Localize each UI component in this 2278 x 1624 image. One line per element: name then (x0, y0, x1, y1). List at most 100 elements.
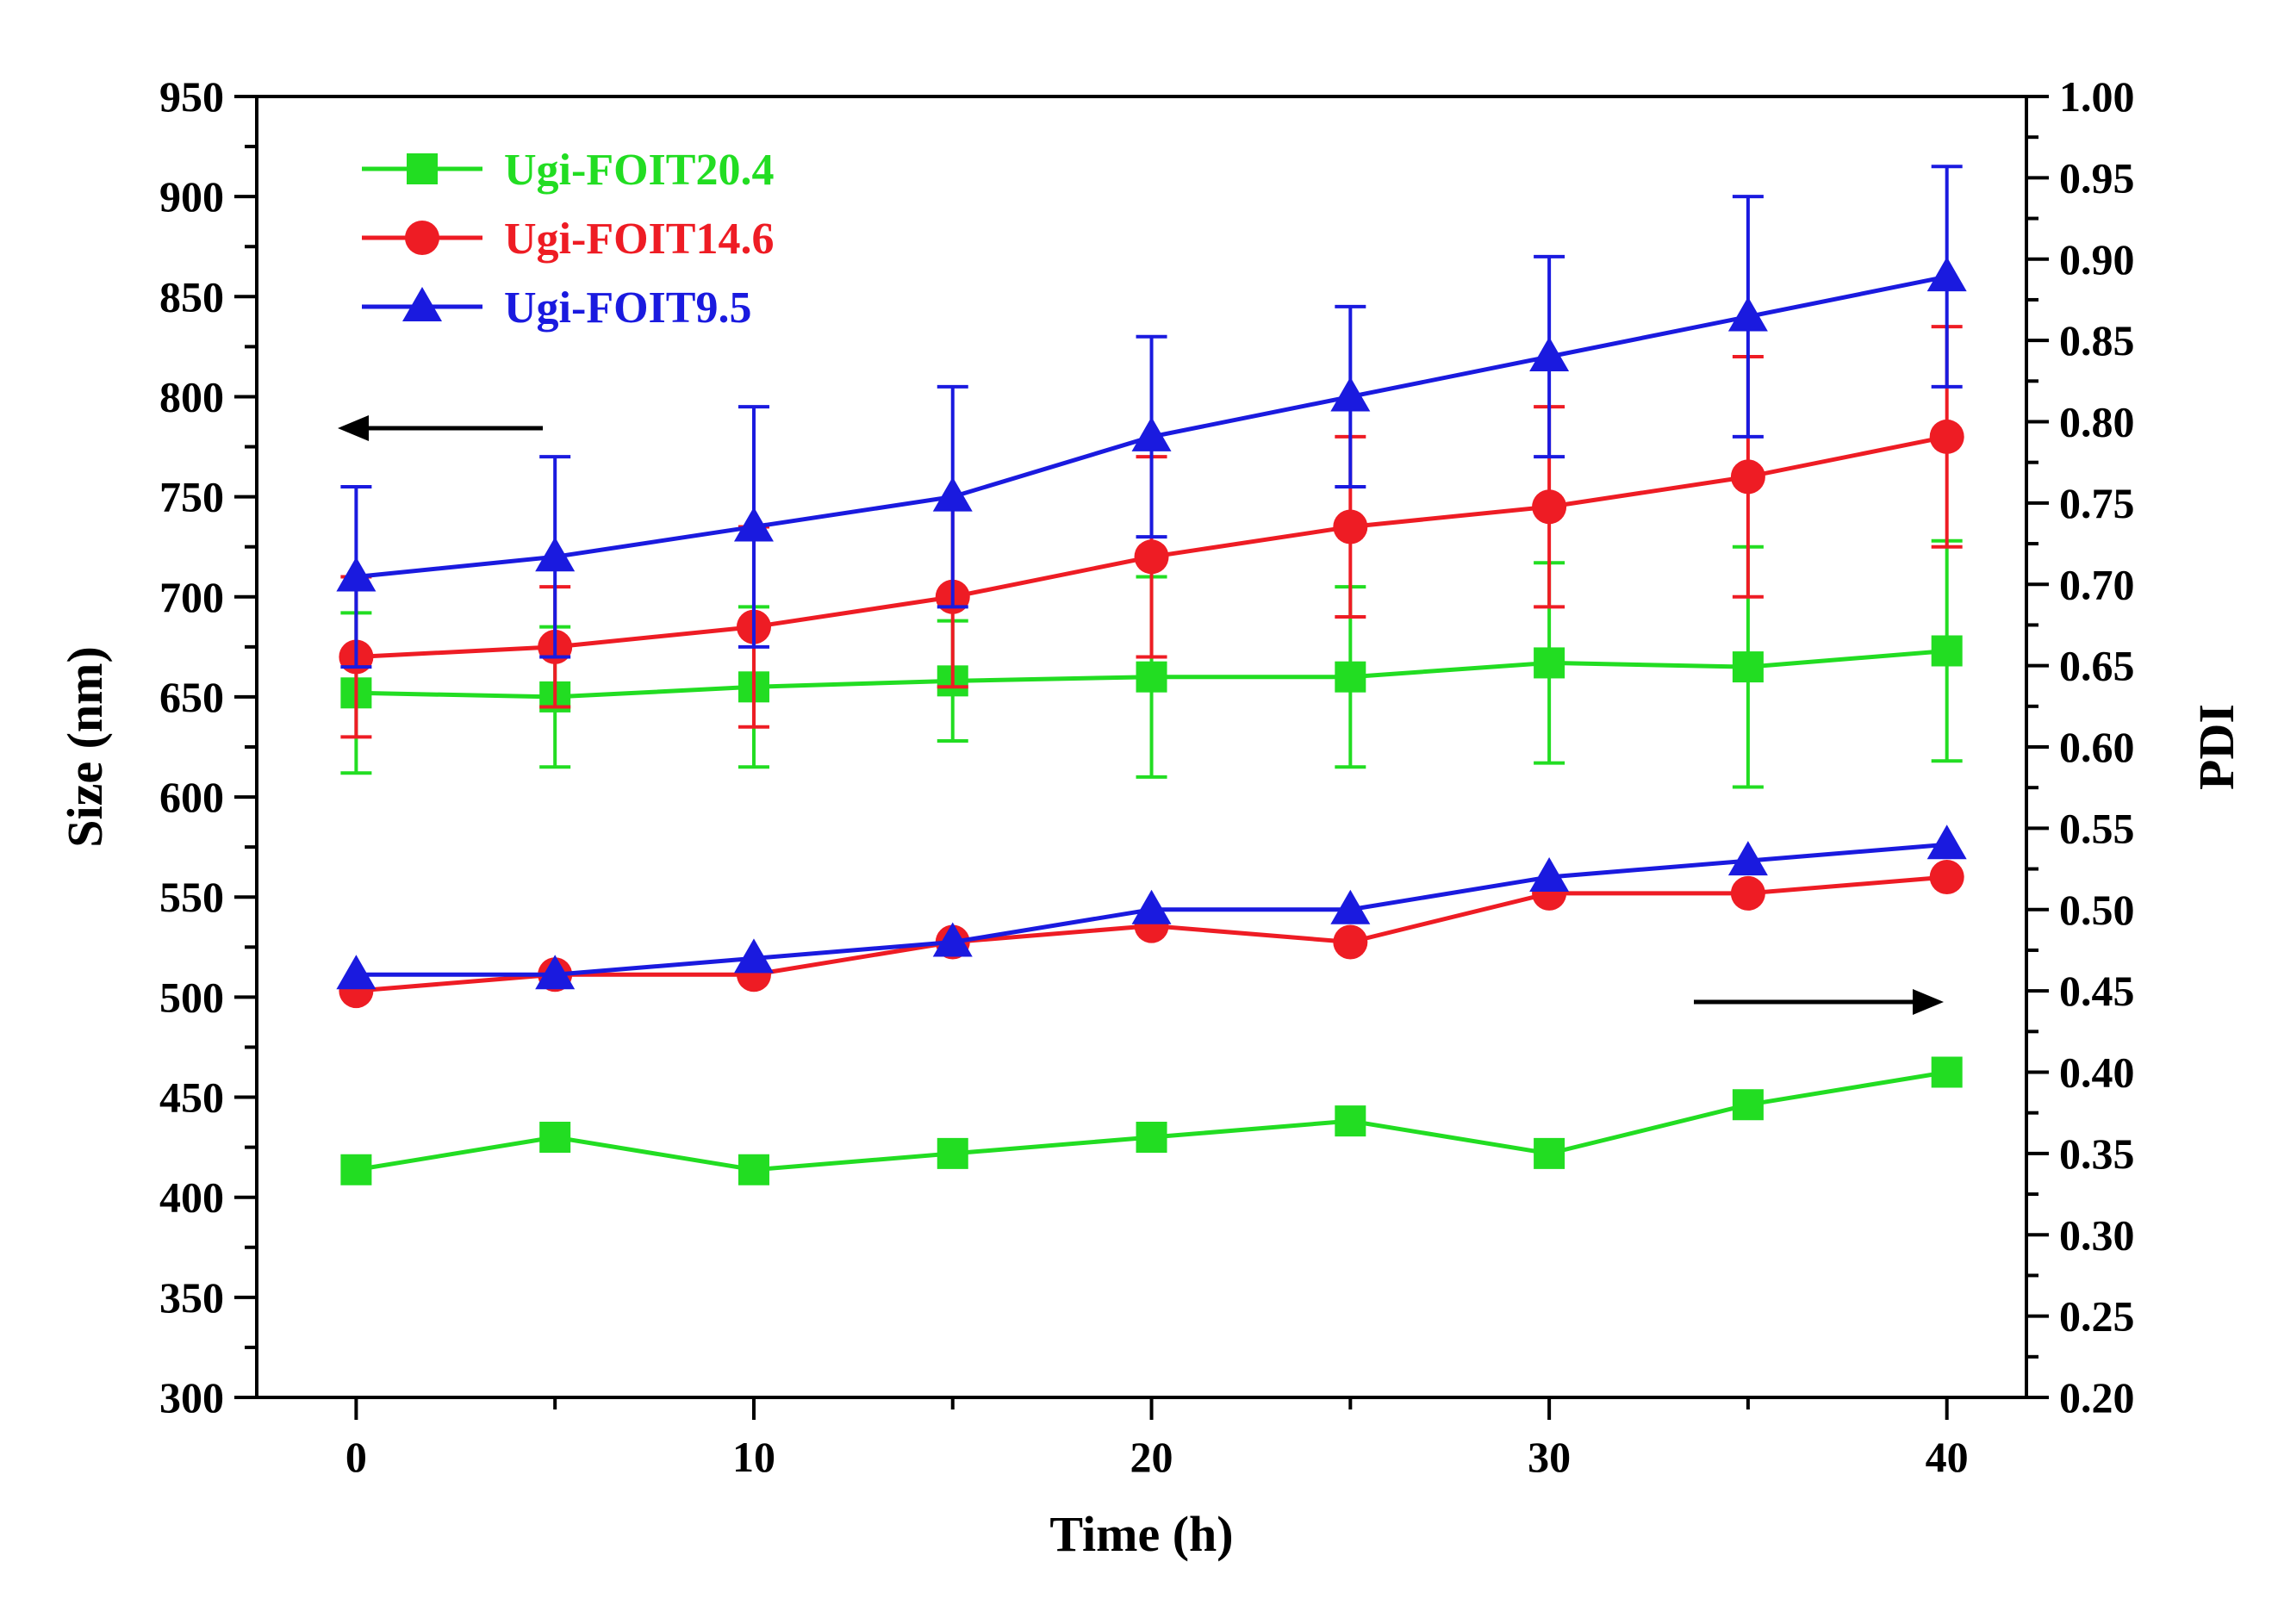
pdi-point (1931, 1056, 1963, 1088)
size-point (1926, 257, 1967, 292)
left-arrow-head (338, 415, 369, 441)
pdi-point (1335, 1105, 1366, 1137)
y-right-tick-label: 0.95 (2059, 153, 2135, 202)
y-left-tick-label: 650 (159, 673, 224, 721)
legend-item: Ugi-FOIT20.4 (362, 146, 774, 195)
y-left-tick-label: 700 (159, 573, 224, 621)
size-point (1931, 635, 1963, 667)
y-left-axis-title: Size (nm) (57, 646, 113, 848)
y-right-tick-label: 0.90 (2059, 235, 2135, 283)
y-left-tick-label: 400 (159, 1173, 224, 1222)
y-right-tick-label: 0.70 (2059, 560, 2135, 608)
size-point (1732, 651, 1764, 683)
y-left-tick-label: 450 (159, 1073, 224, 1122)
size-point (1136, 661, 1167, 693)
x-axis: 0 10 20 30 40 (345, 1397, 1969, 1481)
y-right-tick-label: 0.55 (2059, 804, 2135, 852)
y-right-tick-label: 0.45 (2059, 967, 2135, 1015)
y-right-axis-title: PDI (2188, 704, 2244, 790)
pdi-point (336, 955, 377, 990)
y-left-tick-label: 500 (159, 973, 224, 1021)
pdi-point (1529, 857, 1570, 892)
pdi-point (738, 1154, 769, 1185)
legend-item: Ugi-FOIT14.6 (362, 215, 774, 264)
size-point (1534, 647, 1565, 679)
y-axis-left: 300 350 400 450 500 550 600 650 700 750 800 850 900 9… (159, 72, 257, 1422)
y-left-tick-label: 850 (159, 272, 224, 320)
y-left-tick-label: 600 (159, 773, 224, 821)
size-point (1727, 296, 1768, 332)
size-point (1335, 661, 1366, 693)
size-point (932, 476, 973, 512)
y-right-tick-label: 0.30 (2059, 1210, 2135, 1259)
legend-label: Ugi-FOIT14.6 (504, 215, 774, 264)
y-right-tick-label: 0.75 (2059, 479, 2135, 527)
legend-label: Ugi-FOIT9.5 (504, 283, 751, 333)
size-point (535, 537, 576, 572)
size-point (1730, 459, 1765, 495)
series-ugi-foit9-5 (336, 165, 1967, 990)
series-ugi-foit20-4 (340, 538, 1963, 1185)
legend: Ugi-FOIT20.4 Ugi-FOIT14.6 Ugi-FOIT9.5 (362, 146, 774, 333)
pdi-point (1131, 889, 1172, 924)
y-right-tick-label: 0.85 (2059, 316, 2135, 364)
y-left-tick-label: 300 (159, 1373, 224, 1422)
size-point (1529, 337, 1570, 371)
pdi-point (340, 1154, 372, 1185)
legend-item: Ugi-FOIT9.5 (362, 283, 751, 333)
pdi-point (1732, 1089, 1764, 1121)
pdi-point (1929, 860, 1964, 894)
x-axis-title: Time (h) (1049, 1506, 1233, 1562)
pdi-point (937, 1137, 968, 1169)
pdi-point (1727, 841, 1768, 876)
pdi-point (1534, 1137, 1565, 1169)
x-tick-label: 30 (1528, 1433, 1571, 1481)
x-tick-label: 10 (732, 1433, 775, 1481)
y-left-tick-label: 750 (159, 473, 224, 521)
legend-label: Ugi-FOIT20.4 (504, 146, 774, 195)
size-point (733, 507, 774, 542)
y-right-tick-label: 0.40 (2059, 1048, 2135, 1097)
pdi-point (1730, 875, 1765, 911)
legend-marker (407, 153, 438, 184)
y-right-tick-label: 0.25 (2059, 1292, 2135, 1341)
axis-arrows (338, 415, 1944, 1015)
size-point (1333, 509, 1368, 544)
legend-marker (405, 221, 439, 255)
y-right-tick-label: 0.35 (2059, 1129, 2135, 1178)
pdi-line (355, 1070, 1948, 1173)
y-axis-right: 0.20 0.25 0.30 0.35 0.40 0.45 0.50 0.55 0.60 0.65… (2026, 72, 2135, 1422)
y-left-tick-label: 350 (159, 1273, 224, 1322)
pdi-point (1333, 924, 1368, 960)
pdi-point (1330, 889, 1371, 924)
pdi-point (1926, 824, 1967, 860)
y-right-tick-label: 0.65 (2059, 642, 2135, 690)
size-point (1134, 539, 1169, 575)
size-point (336, 557, 377, 592)
pdi-point (535, 955, 576, 990)
size-point (1131, 416, 1172, 451)
x-tick-label: 40 (1926, 1433, 1969, 1481)
y-left-tick-label: 550 (159, 873, 224, 921)
pdi-point (539, 1122, 571, 1153)
y-left-tick-label: 900 (159, 172, 224, 221)
y-right-tick-label: 0.20 (2059, 1373, 2135, 1422)
y-right-tick-label: 0.50 (2059, 886, 2135, 934)
pdi-point (932, 922, 973, 957)
size-point (1532, 489, 1567, 525)
pdi-point (1136, 1122, 1167, 1153)
x-tick-label: 20 (1130, 1433, 1173, 1481)
y-right-tick-label: 0.60 (2059, 723, 2135, 771)
y-left-tick-label: 800 (159, 372, 224, 420)
size-point (1929, 419, 1964, 454)
size-point (1330, 376, 1371, 412)
y-right-tick-label: 0.80 (2059, 398, 2135, 446)
right-arrow-head (1913, 989, 1944, 1015)
pdi-point (733, 938, 774, 974)
legend-marker (402, 287, 442, 321)
y-left-tick-label: 950 (159, 72, 224, 121)
x-tick-label: 0 (345, 1433, 367, 1481)
y-right-tick-label: 1.00 (2059, 72, 2135, 121)
